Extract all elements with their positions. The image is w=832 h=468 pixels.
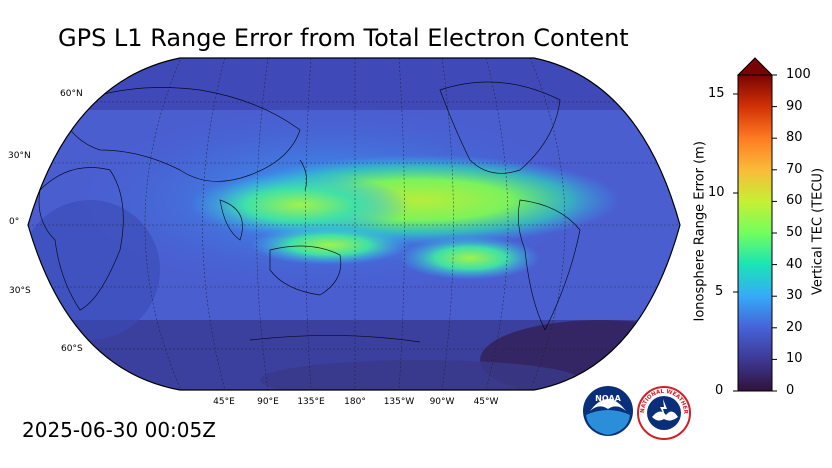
lat-label-60n: 60°N	[60, 89, 83, 99]
lon-label-45e: 45°E	[213, 397, 235, 407]
cb-right-tick-80: 80	[786, 130, 803, 145]
cb-right-tick-10: 10	[786, 351, 803, 366]
cb-left-tick-5: 5	[715, 284, 724, 299]
tec-field	[28, 58, 680, 390]
cb-right-tick-20: 20	[786, 320, 803, 335]
lat-label-30s: 30°S	[9, 286, 31, 296]
lat-label-60s: 60°S	[61, 344, 83, 354]
timestamp: 2025-06-30 00:05Z	[22, 418, 216, 442]
cb-right-tick-90: 90	[786, 99, 803, 114]
cb-left-axis-label: Ionosphere Range Error (m)	[692, 141, 708, 322]
lon-label-45w: 45°W	[473, 397, 499, 407]
noaa-logo: NOAA	[583, 386, 633, 436]
cb-right-tick-50: 50	[786, 225, 803, 240]
cb-left-tick-15: 15	[708, 86, 725, 101]
lon-label-135e: 135°E	[297, 397, 325, 407]
cb-left-tick-0: 0	[715, 383, 724, 398]
cb-right-tick-30: 30	[786, 288, 803, 303]
lat-label-30n: 30°N	[8, 151, 31, 161]
lon-label-90e: 90°E	[257, 397, 279, 407]
lon-label-90w: 90°W	[429, 397, 455, 407]
colorbar	[737, 74, 773, 392]
globe-outline	[27, 57, 681, 391]
colorbar-ticks	[733, 74, 777, 392]
cb-right-tick-0: 0	[786, 383, 795, 398]
cb-right-tick-40: 40	[786, 257, 803, 272]
cb-left-tick-10: 10	[708, 185, 725, 200]
colorbar-extend-arrow	[736, 57, 774, 76]
noaa-logo-text: NOAA	[595, 394, 621, 403]
cb-right-tick-60: 60	[786, 193, 803, 208]
nws-logo: NATIONAL WEATHER SERVICE	[636, 385, 691, 440]
cb-right-tick-100: 100	[786, 67, 811, 82]
map-title: GPS L1 Range Error from Total Electron C…	[58, 24, 629, 52]
cb-right-axis-label: Vertical TEC (TECU)	[810, 167, 826, 296]
lat-label-0: 0°	[9, 217, 20, 227]
lon-label-180: 180°	[344, 397, 366, 407]
lon-label-135w: 135°W	[383, 397, 415, 407]
cb-right-tick-70: 70	[786, 162, 803, 177]
